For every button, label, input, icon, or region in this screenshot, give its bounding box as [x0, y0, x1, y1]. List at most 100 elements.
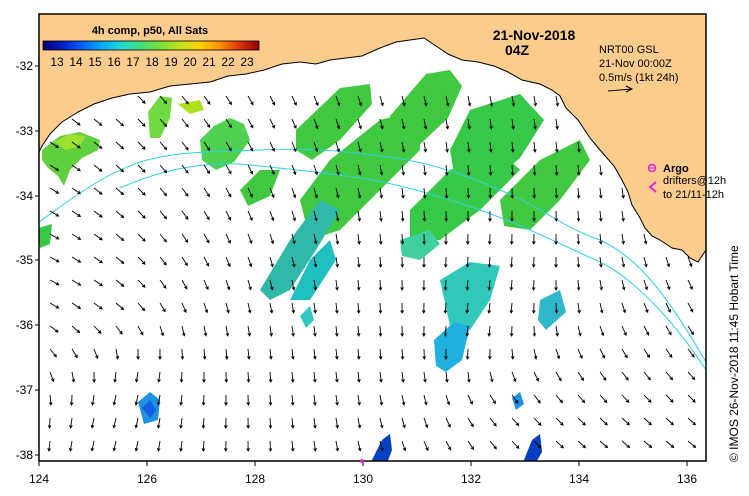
current-arrow	[115, 279, 125, 287]
current-arrow	[313, 279, 318, 291]
current-arrow	[445, 118, 450, 130]
current-arrow	[225, 141, 232, 152]
colorbar: 4h comp, p50, All Sats 13 14 15 16 17 18…	[42, 25, 260, 69]
current-arrow	[554, 302, 559, 314]
current-arrow	[269, 187, 275, 199]
current-arrow	[509, 279, 514, 291]
current-arrow	[49, 141, 60, 149]
current-arrow	[269, 302, 274, 314]
current-arrow	[179, 371, 184, 383]
current-arrow	[71, 233, 82, 240]
current-arrow	[356, 325, 361, 337]
current-arrow	[91, 394, 95, 406]
current-arrow	[291, 118, 297, 130]
current-arrow	[269, 348, 273, 360]
current-arrow	[445, 440, 452, 451]
current-arrow	[445, 95, 450, 107]
current-arrow	[444, 210, 449, 222]
current-arrow	[269, 233, 275, 245]
current-legend: NRT00 GSL 21-Nov 00:00Z 0.5m/s (1kt 24h)	[599, 44, 678, 93]
current-arrow	[665, 279, 671, 291]
current-arrow	[179, 417, 183, 429]
current-arrow	[555, 417, 564, 426]
current-arrow	[137, 279, 146, 288]
current-arrow	[445, 394, 451, 406]
colorbar-tick: 17	[126, 55, 140, 69]
current-arrow	[156, 394, 161, 406]
current-arrow	[357, 95, 363, 107]
current-arrow	[423, 118, 428, 130]
current-arrow	[134, 394, 139, 406]
current-arrow	[665, 256, 671, 268]
current-arrow	[247, 164, 254, 175]
current-arrow	[291, 187, 297, 199]
current-arrow	[115, 164, 125, 173]
current-arrow	[313, 187, 318, 199]
current-arrow	[225, 95, 232, 106]
current-arrow	[555, 440, 565, 449]
current-arrow	[599, 302, 604, 314]
current-arrow	[422, 325, 426, 337]
current-arrow	[115, 325, 123, 335]
current-arrow	[112, 417, 117, 429]
current-arrow	[489, 95, 494, 107]
current-arrow	[643, 394, 652, 403]
colorbar-tick: 21	[202, 55, 216, 69]
current-arrow	[225, 256, 231, 268]
current-arrow	[445, 417, 451, 428]
current-arrow	[379, 210, 383, 222]
current-arrow	[290, 440, 295, 452]
colorbar-tick: 18	[145, 55, 159, 69]
current-arrow	[533, 371, 540, 382]
current-arrow	[181, 187, 189, 197]
lon-tick-label: 134	[569, 472, 589, 486]
lat-tick-label: -35	[16, 253, 34, 267]
current-arrow	[643, 440, 653, 449]
current-arrow	[181, 325, 186, 337]
current-arrow	[531, 302, 536, 314]
current-arrow	[443, 302, 448, 314]
current-arrow	[202, 371, 206, 383]
current-arrow	[467, 95, 472, 107]
current-arrow	[93, 279, 104, 287]
current-arrow	[115, 210, 125, 219]
current-arrow	[225, 210, 232, 221]
current-arrow	[225, 302, 230, 314]
current-arrow	[401, 164, 406, 176]
current-arrow	[554, 164, 559, 176]
current-arrow	[69, 417, 73, 429]
current-arrow	[665, 394, 674, 403]
current-arrow	[509, 302, 514, 314]
current-arrow	[401, 187, 405, 199]
current-arrow	[555, 325, 559, 337]
current-arrow	[509, 256, 514, 268]
current-arrow	[291, 141, 297, 153]
current-arrow	[465, 348, 470, 360]
current-arrow	[532, 187, 537, 199]
current-arrow	[643, 348, 651, 359]
current-arrow	[621, 256, 626, 268]
current-arrow	[643, 371, 651, 381]
current-arrow	[137, 164, 146, 173]
current-arrow	[467, 417, 474, 428]
current-arrow	[115, 302, 125, 311]
current-arrow	[335, 394, 339, 406]
argo-float-marker-icon	[360, 459, 364, 463]
current-arrow	[489, 417, 497, 427]
current-arrow	[599, 256, 603, 268]
argo-label: Argo	[663, 163, 689, 175]
current-arrow	[269, 325, 273, 337]
current-arrow	[531, 279, 536, 291]
current-arrow	[203, 256, 210, 267]
current-arrow	[115, 256, 125, 264]
current-arrow	[157, 371, 161, 383]
current-arrow	[533, 417, 542, 426]
current-arrow	[488, 348, 492, 360]
current-arrow	[269, 279, 274, 291]
current-arrow	[335, 279, 339, 291]
current-arrow	[115, 118, 125, 127]
current-arrow	[665, 325, 672, 336]
current-arrow	[179, 440, 183, 452]
current-arrow	[401, 141, 406, 153]
current-arrow	[115, 187, 125, 196]
